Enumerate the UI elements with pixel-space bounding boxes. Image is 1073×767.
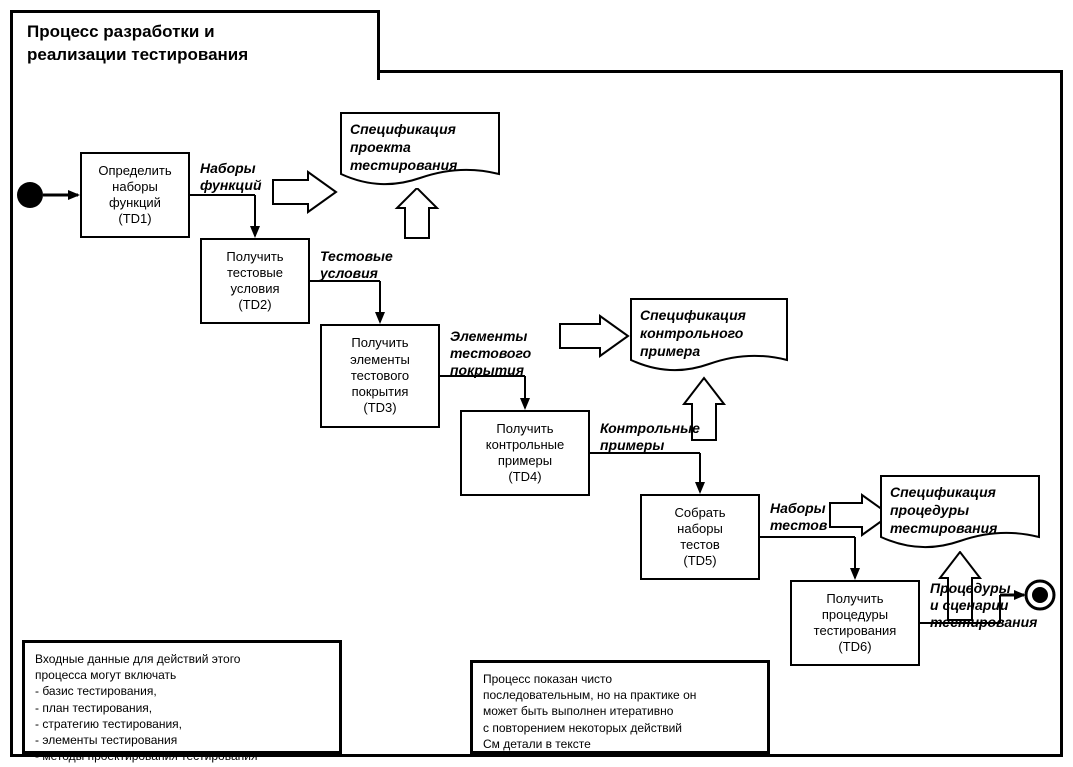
f5-l1: Наборы (770, 500, 826, 516)
td2-l1: Получить (226, 249, 283, 264)
f1-l1: Наборы (200, 160, 256, 176)
td4-l1: Получить (496, 421, 553, 436)
f4-l2: примеры (600, 437, 664, 453)
td5-l1: Собрать (675, 505, 726, 520)
note1-l7: - методы проектирования тестирования (35, 749, 257, 763)
doc2-l1: Спецификация (640, 307, 746, 323)
td6-l1: Получить (826, 591, 883, 606)
note1-l5: - стратегию тестирования, (35, 717, 182, 731)
f6-l2: и сценарии (930, 597, 1008, 613)
td5-l4: (TD5) (683, 553, 716, 568)
note2-l2: последовательным, но на практике он (483, 688, 696, 702)
activity-td3: Получить элементы тестового покрытия (TD… (320, 324, 440, 428)
note2-l3: может быть выполнен итеративно (483, 704, 673, 718)
title-line2: реализации тестирования (27, 45, 248, 64)
doc1-l3: тестирования (350, 157, 457, 173)
doc3-l1: Спецификация (890, 484, 996, 500)
doc-spec-project: Спецификация проекта тестирования (340, 112, 500, 188)
activity-td4: Получить контрольные примеры (TD4) (460, 410, 590, 496)
td2-l2: тестовые (227, 265, 283, 280)
doc-spec-case: Спецификация контрольного примера (630, 298, 788, 374)
td6-l2: процедуры (822, 607, 888, 622)
note2-l1: Процесс показан чисто (483, 672, 612, 686)
f3-l2: тестового (450, 345, 531, 361)
note1-l3: - базис тестирования, (35, 684, 157, 698)
note2-l4: с повторением некоторых действий (483, 721, 682, 735)
flow-label-6: Процедуры и сценарии тестирования (930, 580, 1037, 630)
activity-td2: Получить тестовые условия (TD2) (200, 238, 310, 324)
f6-l1: Процедуры (930, 580, 1011, 596)
activity-td1: Определить наборы функций (TD1) (80, 152, 190, 238)
title-divider-cover (13, 70, 377, 76)
td6-l4: (TD6) (838, 639, 871, 654)
note1-l1: Входные данные для действий этого (35, 652, 240, 666)
title-line1: Процесс разработки и (27, 22, 215, 41)
td2-l4: (TD2) (238, 297, 271, 312)
td4-l3: примеры (498, 453, 552, 468)
flow-label-1: Наборы функций (200, 160, 262, 194)
f4-l1: Контрольные (600, 420, 700, 436)
td4-l4: (TD4) (508, 469, 541, 484)
note-iterative: Процесс показан чисто последовательным, … (470, 660, 770, 754)
td1-l2: наборы (112, 179, 158, 194)
note-inputs: Входные данные для действий этого процес… (22, 640, 342, 754)
td5-l3: тестов (680, 537, 719, 552)
flow-label-2: Тестовые условия (320, 248, 393, 282)
td3-l5: (TD3) (363, 400, 396, 415)
td3-l3: тестового (351, 368, 409, 383)
td1-l1: Определить (98, 163, 171, 178)
td6-l3: тестирования (814, 623, 897, 638)
td1-l3: функций (109, 195, 161, 210)
doc3-l2: процедуры (890, 502, 969, 518)
td3-l1: Получить (351, 335, 408, 350)
td1-l4: (TD1) (118, 211, 151, 226)
doc-spec-proc: Спецификация процедуры тестирования (880, 475, 1040, 551)
td4-l2: контрольные (486, 437, 564, 452)
flow-label-4: Контрольные примеры (600, 420, 700, 454)
doc2-l2: контрольного (640, 325, 743, 341)
f2-l2: условия (320, 265, 378, 281)
td5-l2: наборы (677, 521, 723, 536)
td3-l4: покрытия (352, 384, 409, 399)
note1-l2: процесса могут включать (35, 668, 176, 682)
f5-l2: тестов (770, 517, 827, 533)
note1-l4: - план тестирования, (35, 701, 152, 715)
f1-l2: функций (200, 177, 262, 193)
f3-l1: Элементы (450, 328, 527, 344)
activity-td6: Получить процедуры тестирования (TD6) (790, 580, 920, 666)
doc1-l2: проекта (350, 139, 411, 155)
f3-l3: покрытия (450, 362, 524, 378)
td2-l3: условия (230, 281, 279, 296)
f6-l3: тестирования (930, 614, 1037, 630)
flow-label-3: Элементы тестового покрытия (450, 328, 531, 378)
doc2-l3: примера (640, 343, 700, 359)
doc1-l1: Спецификация (350, 121, 456, 137)
flow-label-5: Наборы тестов (770, 500, 827, 534)
td3-l2: элементы (350, 352, 410, 367)
doc3-l3: тестирования (890, 520, 997, 536)
note2-l5: См детали в тексте (483, 737, 591, 751)
activity-td5: Собрать наборы тестов (TD5) (640, 494, 760, 580)
note1-l6: - элементы тестирования (35, 733, 177, 747)
f2-l1: Тестовые (320, 248, 393, 264)
diagram-canvas: Процесс разработки и реализации тестиров… (0, 0, 1073, 767)
